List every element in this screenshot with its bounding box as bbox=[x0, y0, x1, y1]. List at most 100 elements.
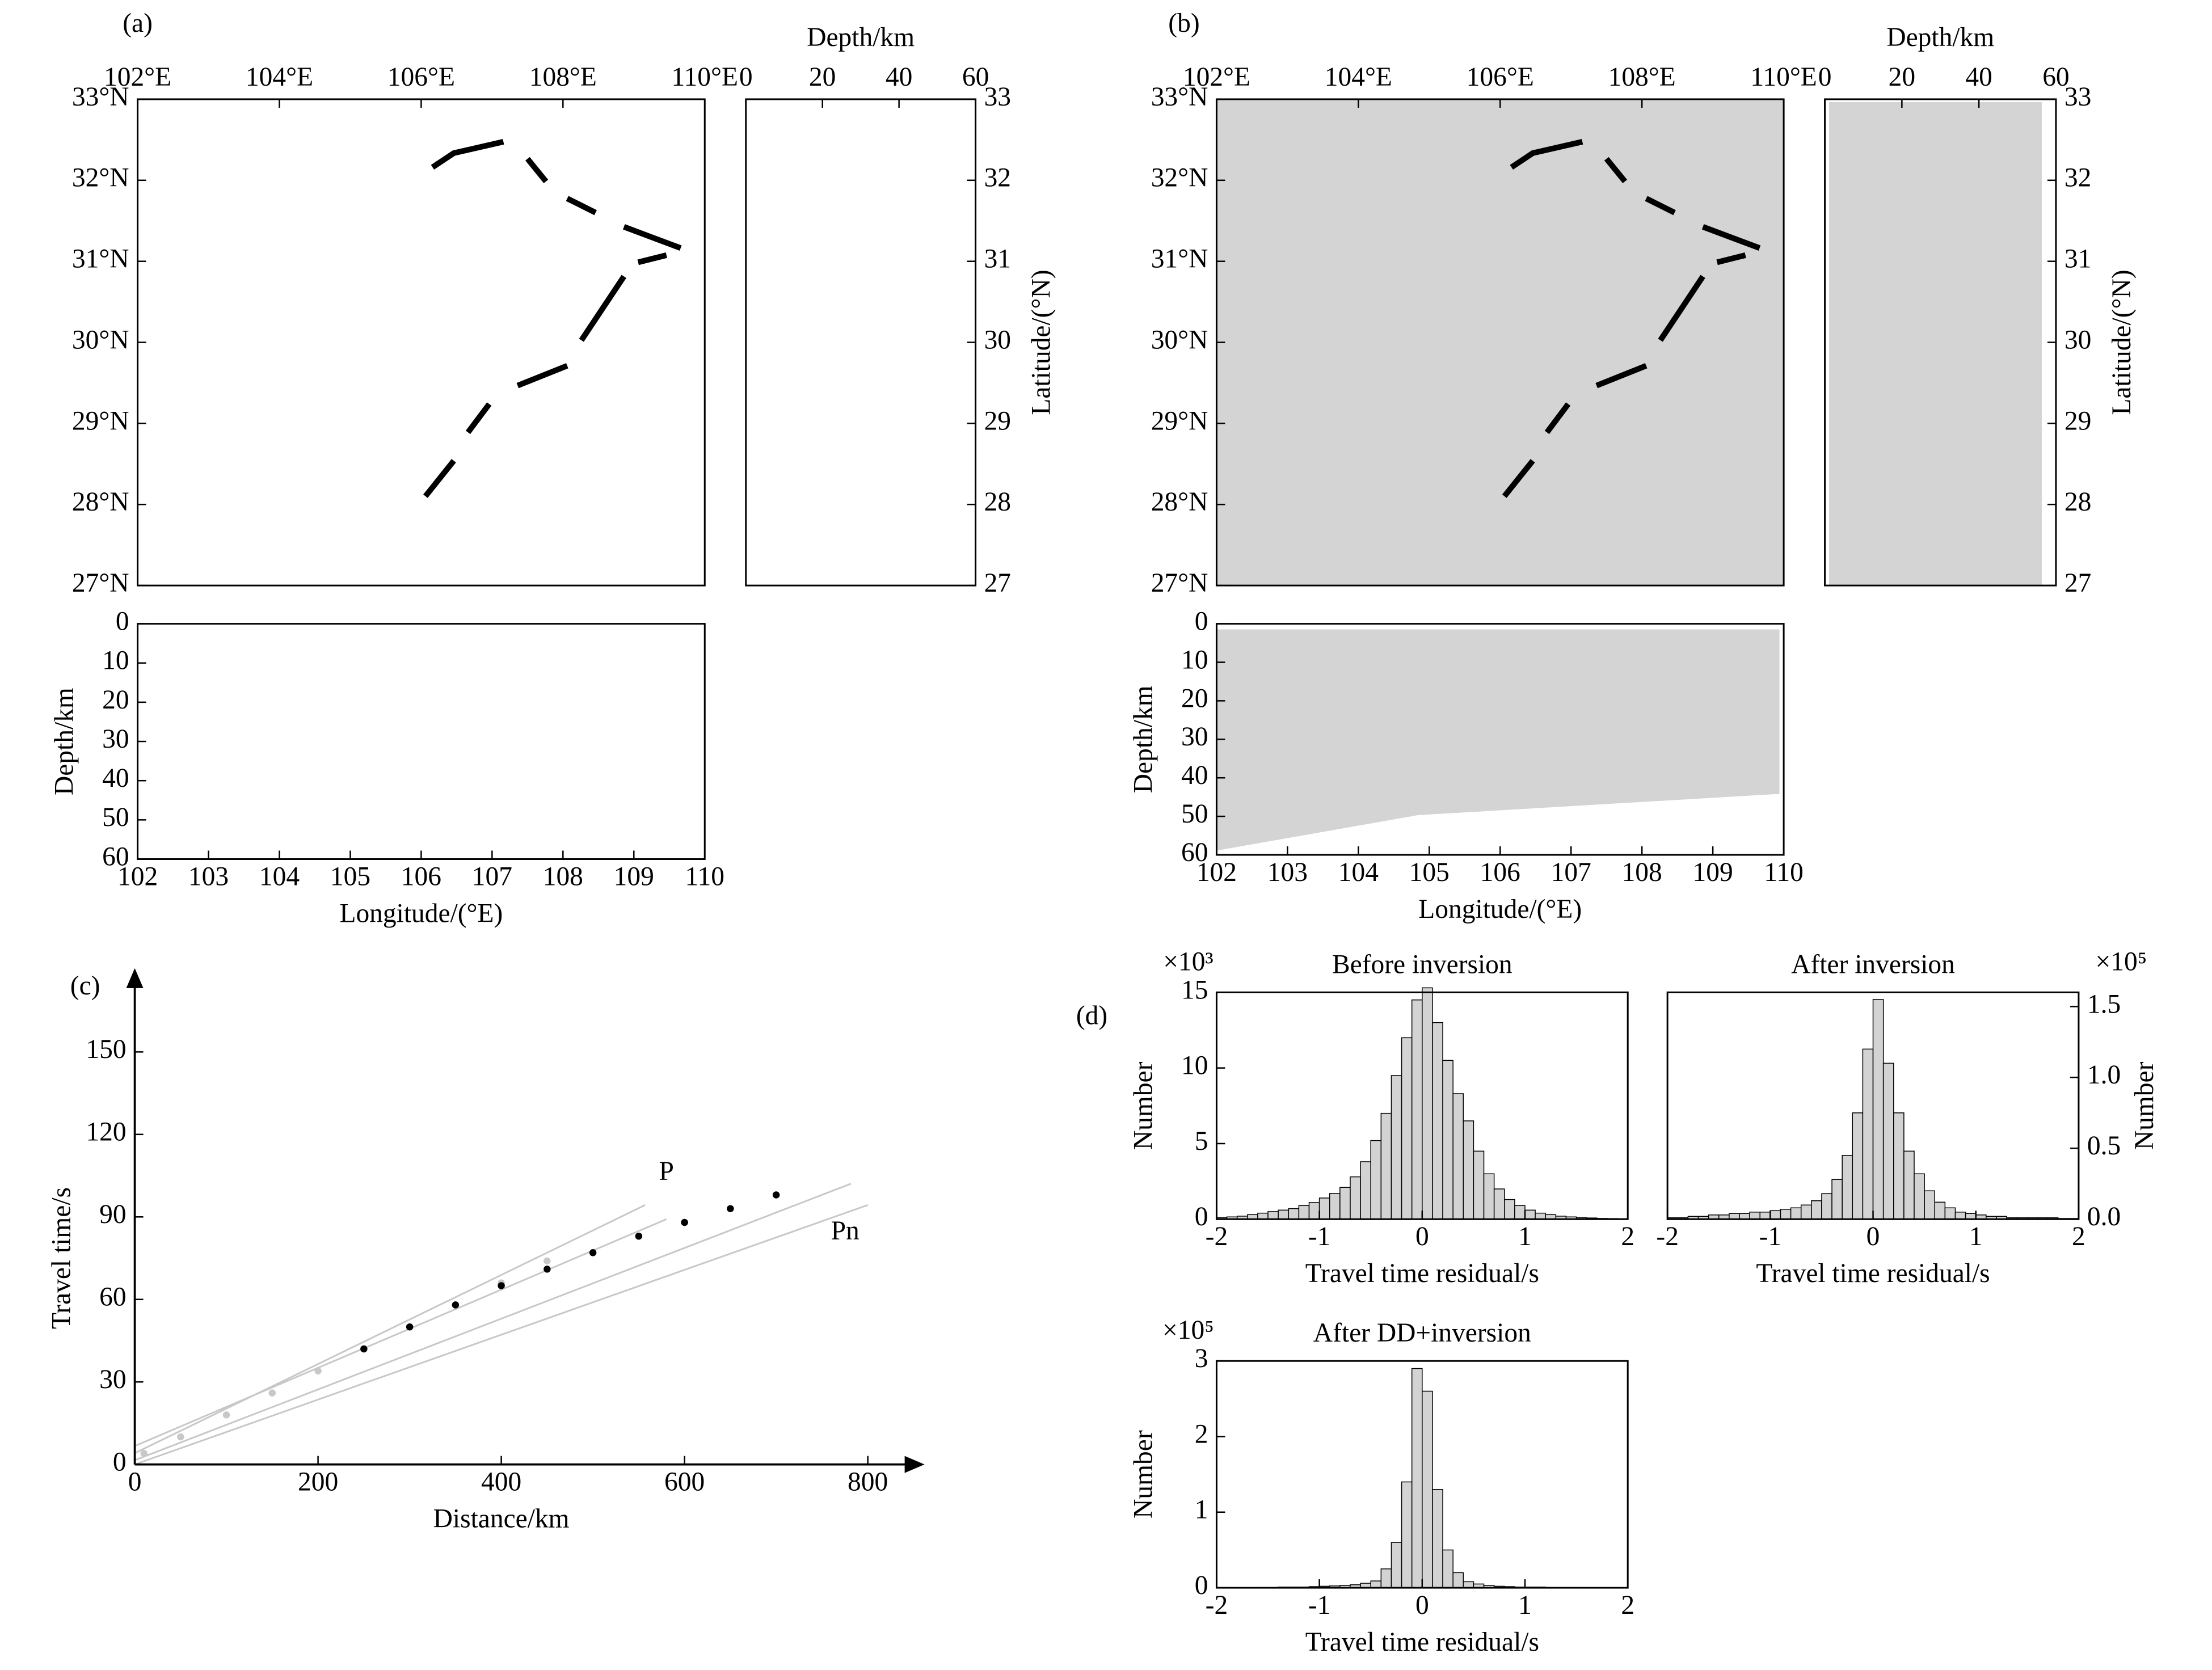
y-axis-label: Depth/km bbox=[50, 688, 79, 795]
x-tick-label: 103 bbox=[188, 862, 229, 891]
histogram-bar bbox=[1862, 1048, 1874, 1220]
y-tick-label: 20 bbox=[102, 685, 129, 715]
y-tick-label: 33 bbox=[2064, 82, 2091, 112]
y-tick-label: 0.5 bbox=[2087, 1131, 2121, 1161]
x-tick-label: 102°E bbox=[1183, 62, 1250, 92]
panel-label: (b) bbox=[1168, 9, 1199, 38]
histogram-bar bbox=[1493, 1188, 1505, 1220]
histogram-bar bbox=[1267, 1211, 1279, 1220]
histogram-bar bbox=[1391, 1075, 1402, 1220]
y-tick-label: 40 bbox=[1181, 761, 1208, 790]
y-tick-label: 60 bbox=[102, 842, 129, 871]
axis-multiplier: ×10⁵ bbox=[2095, 947, 2147, 976]
histogram-bar bbox=[1411, 1368, 1423, 1588]
x-tick-label: 105 bbox=[330, 862, 370, 891]
x-tick-label: 600 bbox=[664, 1467, 705, 1497]
x-tick-label: 1 bbox=[1969, 1222, 1983, 1251]
histogram-bar bbox=[1401, 1481, 1413, 1588]
axis-arrow bbox=[126, 968, 925, 1473]
data-point bbox=[406, 1323, 414, 1331]
x-tick-label: 40 bbox=[1965, 62, 1992, 92]
reference-curve bbox=[134, 1183, 869, 1466]
data-point bbox=[140, 1449, 148, 1457]
data-point bbox=[681, 1218, 688, 1226]
y-tick-label: 150 bbox=[86, 1035, 126, 1064]
data-point bbox=[543, 1257, 551, 1265]
ray-coverage bbox=[1829, 102, 2042, 586]
histogram-bar bbox=[1370, 1580, 1382, 1588]
x-tick-label: 108 bbox=[543, 862, 583, 891]
histogram-bar bbox=[1934, 1201, 1946, 1220]
x-tick-label: 106°E bbox=[387, 62, 455, 92]
chart-title: After inversion bbox=[1791, 950, 1955, 979]
x-axis-label: Distance/km bbox=[433, 1504, 570, 1533]
y-tick-label: 15 bbox=[1181, 975, 1208, 1005]
y-tick-label: 32°N bbox=[1151, 163, 1208, 193]
y-axis-label: Number bbox=[2130, 1061, 2159, 1150]
x-tick-label: 1 bbox=[1518, 1222, 1532, 1251]
annotation: Pn bbox=[831, 1216, 859, 1246]
y-tick-label: 90 bbox=[99, 1200, 126, 1229]
x-tick-label: 108°E bbox=[529, 62, 597, 92]
histogram-bar bbox=[1288, 1208, 1300, 1220]
x-tick-label: 60 bbox=[2042, 62, 2069, 92]
chart-title: Before inversion bbox=[1332, 950, 1512, 979]
histogram-bar bbox=[1308, 1202, 1320, 1220]
histogram-bar bbox=[1422, 987, 1433, 1220]
x-tick-label: 1 bbox=[1518, 1591, 1532, 1620]
y-tick-label: 33 bbox=[984, 82, 1011, 112]
axes-frame bbox=[745, 98, 977, 587]
y-tick-label: 30°N bbox=[1151, 325, 1208, 355]
y-tick-label: 27 bbox=[984, 568, 1011, 598]
y-tick-label: 27°N bbox=[72, 568, 129, 598]
histogram-bar bbox=[1257, 1212, 1269, 1220]
x-tick-label: 103 bbox=[1267, 858, 1308, 887]
x-axis-label: Longitude/(°E) bbox=[1418, 895, 1582, 924]
data-point bbox=[543, 1266, 551, 1273]
x-tick-label: -2 bbox=[1656, 1222, 1679, 1251]
panel-label: (d) bbox=[1076, 1001, 1107, 1030]
y-tick-label: 28 bbox=[984, 487, 1011, 517]
y-tick-label: 50 bbox=[102, 803, 129, 832]
x-axis-label: Depth/km bbox=[1886, 23, 1994, 52]
y-tick-label: 120 bbox=[86, 1117, 126, 1147]
histogram-bar bbox=[1442, 1549, 1453, 1588]
y-axis-label: Latitude/(°N) bbox=[1026, 269, 1056, 415]
histogram-bar bbox=[1924, 1190, 1936, 1220]
x-tick-label: 104°E bbox=[1325, 62, 1392, 92]
x-tick-label: 106°E bbox=[1467, 62, 1534, 92]
histogram-bar bbox=[1800, 1204, 1812, 1220]
x-tick-label: 105 bbox=[1409, 858, 1450, 887]
data-point bbox=[727, 1205, 734, 1212]
data-point bbox=[498, 1282, 505, 1289]
y-tick-label: 29°N bbox=[72, 406, 129, 436]
x-tick-label: 110 bbox=[1764, 858, 1803, 887]
y-tick-label: 30 bbox=[102, 724, 129, 754]
histogram-bar bbox=[1535, 1212, 1546, 1220]
x-tick-label: 0 bbox=[1415, 1222, 1429, 1251]
histogram-bar bbox=[1391, 1542, 1402, 1588]
y-tick-label: 33°N bbox=[1151, 82, 1208, 112]
y-axis-label: Depth/km bbox=[1128, 685, 1158, 793]
y-tick-label: 1.0 bbox=[2087, 1060, 2121, 1090]
histogram-bar bbox=[1759, 1212, 1771, 1220]
data-point bbox=[222, 1411, 230, 1419]
y-axis-label: Latitude/(°N) bbox=[2107, 269, 2137, 415]
y-axis-label: Number bbox=[1128, 1061, 1158, 1150]
y-tick-label: 60 bbox=[1181, 838, 1208, 867]
y-tick-label: 60 bbox=[99, 1283, 126, 1312]
histogram-bar bbox=[1524, 1209, 1536, 1220]
y-tick-label: 10 bbox=[1181, 645, 1208, 674]
x-tick-label: 400 bbox=[481, 1467, 521, 1497]
x-tick-label: 106 bbox=[1480, 858, 1520, 887]
panel-label: (c) bbox=[70, 971, 100, 1001]
data-point bbox=[314, 1367, 322, 1375]
y-axis-label: Number bbox=[1128, 1430, 1158, 1519]
x-tick-label: 109 bbox=[614, 862, 654, 891]
axis-multiplier: ×10⁵ bbox=[1162, 1315, 1214, 1345]
boundary-line bbox=[423, 139, 682, 498]
histogram-bar bbox=[1483, 1173, 1495, 1220]
x-tick-label: 0 bbox=[128, 1467, 142, 1497]
x-tick-label: -2 bbox=[1206, 1591, 1228, 1620]
y-tick-label: 33°N bbox=[72, 82, 129, 112]
